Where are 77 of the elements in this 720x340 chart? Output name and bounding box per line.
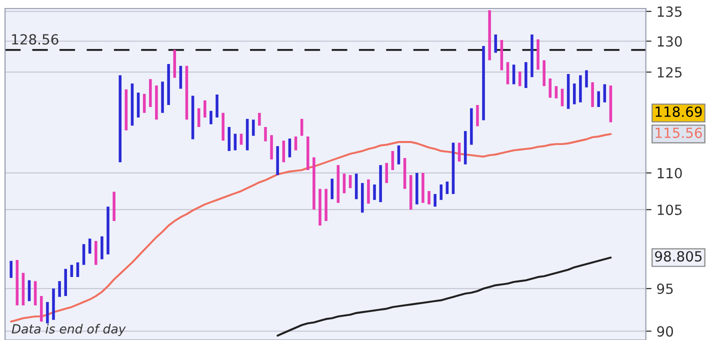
candlestick [94, 240, 98, 266]
candlestick [591, 80, 594, 108]
candlestick [536, 38, 540, 71]
candlestick [470, 106, 473, 146]
candlestick [518, 70, 522, 88]
candlestick [173, 48, 176, 80]
ref-line-label: 128.56 [12, 34, 58, 45]
y-tick-label: 95 [657, 284, 673, 294]
candlestick [306, 135, 310, 172]
candlestick [46, 300, 49, 325]
candlestick [488, 8, 491, 62]
y-tick-label: 110 [658, 168, 682, 178]
candlestick [204, 98, 206, 119]
candlestick [428, 190, 430, 206]
candlestick [252, 118, 255, 138]
candlestick [385, 162, 388, 184]
candlestick [585, 68, 588, 89]
candlestick [482, 44, 485, 122]
candlestick [330, 177, 334, 201]
candlestick [161, 80, 164, 114]
candlestick [149, 78, 152, 108]
candlestick [282, 139, 286, 164]
candlestick [476, 104, 479, 128]
candlestick [118, 74, 122, 164]
annotation: Data is end of day [12, 324, 126, 336]
candlestick [10, 259, 12, 280]
candlestick [112, 190, 116, 222]
candlestick [530, 33, 534, 79]
line-series [10, 133, 612, 323]
candlestick [312, 156, 316, 212]
candlestick [572, 82, 576, 106]
candlestick [197, 106, 200, 128]
text: 98.805 [655, 251, 702, 262]
candlestick [494, 33, 498, 54]
candlestick [548, 77, 552, 100]
candlestick [276, 144, 279, 176]
candlestick [216, 93, 218, 119]
y-tick-label: 125 [658, 67, 682, 78]
y-tick-label: 130 [658, 36, 682, 47]
candlestick [106, 205, 110, 256]
candlestick [100, 234, 104, 261]
candlestick [318, 187, 322, 227]
candlestick [222, 112, 224, 142]
candlestick [210, 110, 212, 126]
candlestick [324, 187, 328, 222]
candlestick [58, 280, 61, 298]
candlestick [64, 267, 67, 298]
candlestick [142, 92, 146, 114]
candlestick [264, 126, 267, 143]
candlestick [597, 90, 600, 108]
candlestick [155, 84, 158, 121]
y-tick-label: 90 [657, 326, 674, 337]
y-tick-label: 105 [658, 204, 682, 216]
candlestick [464, 130, 467, 166]
candlestick [379, 164, 382, 204]
text: 118.69 [656, 106, 702, 117]
candlestick [542, 58, 546, 88]
candlestick [270, 134, 273, 161]
candlestick [524, 60, 528, 90]
candlestick [16, 258, 19, 307]
text: 115.56 [656, 128, 702, 138]
candlestick [167, 62, 170, 106]
candlestick [603, 82, 606, 104]
candlestick [52, 287, 55, 322]
candlestick [579, 74, 582, 104]
line-series [276, 256, 612, 337]
candlestick [40, 294, 43, 323]
candlestick [258, 112, 261, 128]
candlestick [367, 178, 370, 206]
y-tick-label: 135 [658, 6, 682, 17]
candlestick [373, 183, 376, 202]
candlestick [434, 192, 436, 208]
candlestick [422, 172, 424, 204]
candlestick [416, 172, 418, 206]
candlestick [360, 182, 364, 214]
candlestick [440, 183, 443, 202]
candlestick [228, 126, 231, 152]
